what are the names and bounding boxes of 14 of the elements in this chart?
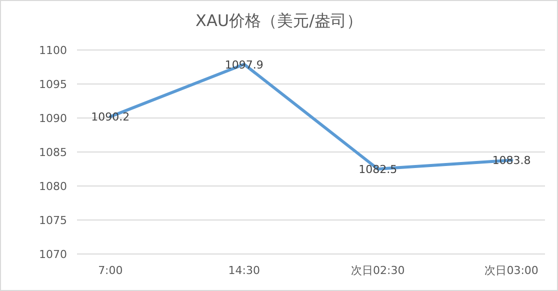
data-label: 1083.8 (492, 154, 531, 168)
x-tick-label: 7:00 (98, 264, 123, 277)
data-label: 1090.2 (91, 110, 130, 124)
y-tick-label: 1085 (39, 146, 67, 159)
y-tick-label: 1090 (39, 112, 67, 125)
y-tick-label: 1080 (39, 180, 67, 193)
chart-title: XAU价格（美元/盎司） (195, 11, 363, 30)
x-tick-label: 14:30 (228, 264, 260, 277)
y-tick-label: 1075 (39, 214, 67, 227)
x-tick-label: 次日03:00 (484, 264, 538, 277)
y-tick-label: 1100 (39, 44, 67, 57)
y-tick-label: 1070 (39, 248, 67, 261)
x-tick-label: 次日02:30 (351, 264, 405, 277)
y-tick-label: 1095 (39, 78, 67, 91)
